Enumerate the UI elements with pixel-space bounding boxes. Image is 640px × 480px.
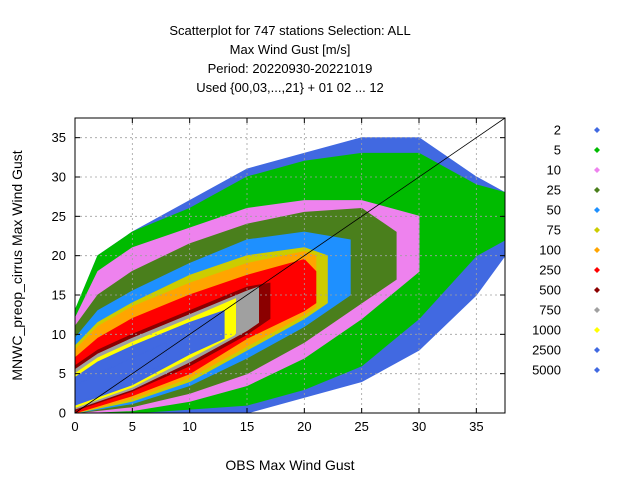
legend-label: 250	[539, 263, 561, 278]
chart-title-line: Max Wind Gust [m/s]	[230, 42, 351, 57]
y-axis-label: MNWC_preop_cirrus Max Wind Gust	[9, 150, 25, 380]
diagonal-line	[74, 117, 506, 414]
x-axis-ticks: 0 5 10 15 20 25 30 35	[71, 118, 484, 434]
chart-title-line: Used {00,03,...,21} + 01 02 ... 12	[196, 80, 384, 95]
legend-marker	[594, 267, 600, 273]
legend-marker	[594, 147, 600, 153]
y-tick-label: 0	[59, 406, 66, 421]
legend-marker	[594, 207, 600, 213]
density-bands	[75, 137, 505, 413]
legend-label: 10	[547, 163, 561, 178]
legend-label: 2	[554, 123, 561, 138]
y-tick-label: 35	[52, 130, 66, 145]
legend-label: 50	[547, 203, 561, 218]
chart-title-line: Scatterplot for 747 stations Selection: …	[169, 23, 410, 38]
x-tick-label: 0	[71, 419, 78, 434]
x-tick-label: 15	[240, 419, 254, 434]
chart-title-line: Period: 20220930-20221019	[208, 61, 373, 76]
density-band-5000	[75, 341, 168, 405]
y-tick-label: 30	[52, 170, 66, 185]
y-tick-label: 25	[52, 209, 66, 224]
legend-marker	[594, 247, 600, 253]
y-tick-label: 10	[52, 327, 66, 342]
y-tick-label: 15	[52, 288, 66, 303]
y-tick-label: 20	[52, 248, 66, 263]
x-tick-label: 10	[182, 419, 196, 434]
y-tick-label: 5	[59, 366, 66, 381]
legend-marker	[594, 187, 600, 193]
x-tick-label: 30	[412, 419, 426, 434]
legend-marker	[594, 167, 600, 173]
legend-marker	[594, 307, 600, 313]
grid-lines	[75, 118, 505, 413]
one-to-one-line	[74, 117, 506, 414]
legend-label: 25	[547, 183, 561, 198]
legend-marker	[594, 327, 600, 333]
x-tick-label: 25	[354, 419, 368, 434]
legend-label: 5000	[532, 363, 561, 378]
x-tick-label: 20	[297, 419, 311, 434]
legend-marker	[594, 367, 600, 373]
x-axis-label: OBS Max Wind Gust	[225, 457, 354, 473]
plot-frame	[74, 117, 506, 414]
legend-label: 100	[539, 243, 561, 258]
y-axis-ticks: 0 5 10 15 20 25 30 35	[52, 130, 505, 421]
legend-marker	[594, 347, 600, 353]
legend-label: 75	[547, 223, 561, 238]
legend-label: 750	[539, 303, 561, 318]
x-tick-label: 5	[129, 419, 136, 434]
legend-marker	[594, 127, 600, 133]
legend-label: 500	[539, 283, 561, 298]
legend-marker	[594, 227, 600, 233]
legend-marker	[594, 287, 600, 293]
legend-label: 2500	[532, 343, 561, 358]
legend-label: 1000	[532, 323, 561, 338]
legend-label: 5	[554, 143, 561, 158]
x-tick-label: 35	[469, 419, 483, 434]
chart-title: Scatterplot for 747 stations Selection: …	[169, 23, 410, 95]
